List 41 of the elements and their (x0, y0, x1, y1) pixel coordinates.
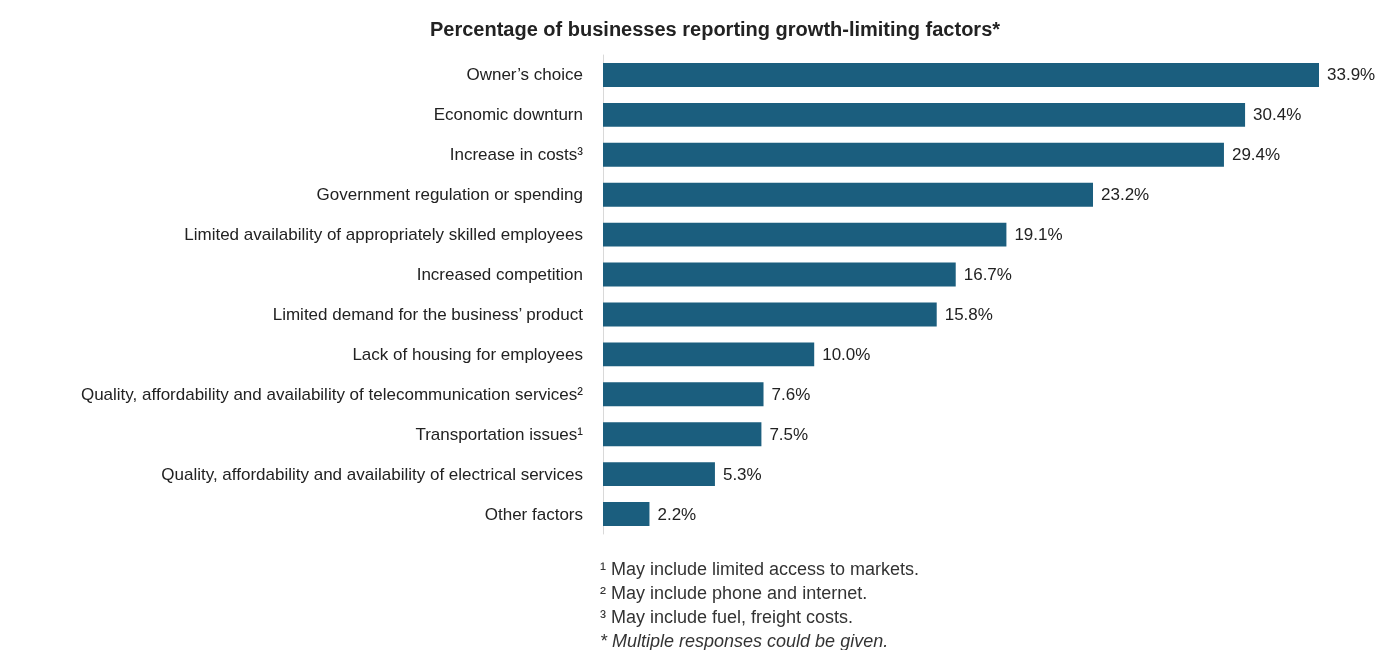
bar (603, 302, 937, 327)
data-label: 10.0% (822, 344, 871, 364)
bar (603, 222, 1007, 247)
y-tick-label: Limited demand for the business’ product (272, 304, 584, 324)
y-tick-label: Transportation issues¹ (415, 424, 584, 444)
bar (603, 102, 1246, 127)
y-tick-label: Government regulation or spending (316, 185, 583, 205)
data-label: 15.8% (944, 304, 993, 324)
data-label: 5.3% (722, 464, 762, 484)
bar (603, 62, 1319, 87)
y-tick-label: Increased competition (416, 265, 583, 285)
data-label: 2.2% (657, 504, 697, 524)
bar (603, 342, 815, 367)
data-label: 19.1% (1014, 225, 1063, 245)
text: ² May include phone and internet. (600, 583, 868, 603)
bar (603, 142, 1224, 167)
bar (603, 422, 762, 447)
data-label: 33.9% (1327, 65, 1376, 85)
y-tick-label: Economic downturn (433, 105, 583, 125)
bar (603, 502, 650, 527)
y-tick-label: Limited availability of appropriately skilled employees (184, 225, 583, 245)
y-tick-label: Increase in costs³ (449, 145, 584, 165)
bar (603, 462, 715, 487)
y-tick-label: Owner’s choice (466, 65, 583, 85)
data-label: 23.2% (1101, 185, 1150, 205)
y-tick-label: Quality, affordability and availability of telecommunication services² (80, 384, 584, 404)
data-label: 7.5% (769, 424, 809, 444)
text: * Multiple responses could be given. (600, 631, 889, 651)
text: ³ May include fuel, freight costs. (600, 607, 854, 627)
data-label: 16.7% (963, 265, 1012, 285)
chart-title: Percentage of businesses reporting growth-limiting factors* (429, 18, 1001, 40)
data-label: 29.4% (1231, 145, 1281, 165)
bar (603, 262, 956, 287)
y-tick-label: Other factors (484, 504, 583, 524)
text: ¹ May include limited access to markets. (600, 559, 920, 579)
y-tick-label: Quality, affordability and availability of electrical services (161, 464, 583, 484)
bar (603, 382, 764, 407)
bar (603, 182, 1094, 207)
data-label: 7.6% (771, 384, 811, 404)
y-tick-label: Lack of housing for employees (352, 344, 583, 364)
data-label: 30.4% (1253, 105, 1302, 125)
